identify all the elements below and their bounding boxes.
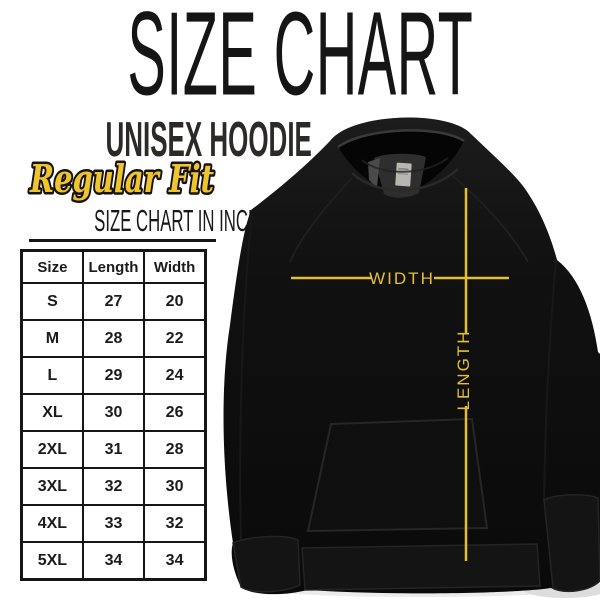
shoulder-seam	[451, 174, 529, 263]
table-row: 3XL 32 30	[20, 467, 207, 506]
length-cell: 31	[81, 430, 146, 469]
collar-fold	[351, 168, 459, 192]
col-header-width: Width	[143, 249, 207, 284]
length-cell: 32	[81, 467, 146, 506]
page-title-text: SIZE CHART	[127, 0, 473, 121]
heading-underline	[28, 239, 216, 242]
hoodie-body	[223, 117, 600, 595]
size-cell: 3XL	[20, 467, 84, 506]
length-cell: 33	[81, 504, 146, 543]
hood-rim	[337, 129, 465, 149]
length-cell: 28	[81, 319, 146, 358]
product-name-text: UNISEX HOODIE	[105, 113, 312, 167]
shoulder-seam	[289, 177, 353, 263]
page-title: SIZE CHART	[0, 0, 600, 121]
length-label: LENGTH	[454, 330, 473, 411]
table-row: M 28 22	[20, 319, 207, 358]
table-row: S 27 20	[20, 282, 207, 321]
right-cuff	[543, 494, 600, 593]
width-cell: 30	[143, 467, 207, 506]
sleeve-seam	[543, 259, 557, 503]
width-cell: 24	[143, 356, 207, 395]
table-header-row: Size Length Width	[20, 249, 207, 284]
table-row: L 29 24	[20, 356, 207, 395]
size-cell: XL	[20, 393, 84, 432]
table-heading-block: SIZE CHART IN INCHES	[14, 205, 282, 242]
product-name: UNISEX HOODIE	[14, 115, 311, 164]
collar-fold	[361, 157, 449, 173]
fit-label: Regular Fit	[29, 156, 214, 201]
width-cell: 28	[143, 430, 207, 469]
length-cell: 29	[81, 356, 146, 395]
hoodie-photo: WIDTH LENGTH	[223, 117, 600, 598]
size-cell: L	[20, 356, 84, 395]
size-table: Size Length Width S 27 20 M 28 22 L 29 2…	[20, 249, 207, 581]
length-cell: 27	[81, 282, 146, 321]
care-tag-icon	[395, 162, 412, 187]
hem-band	[301, 543, 541, 591]
table-row: 4XL 33 32	[20, 504, 207, 543]
table-row: 5XL 34 34	[20, 541, 207, 581]
width-cell: 20	[143, 282, 207, 321]
width-label: WIDTH	[369, 269, 435, 288]
sleeve-seam	[239, 213, 253, 541]
kangaroo-pocket	[306, 417, 489, 533]
fit-label-graphic: Regular Fit	[27, 155, 217, 204]
size-cell: M	[20, 319, 84, 358]
width-cell: 34	[143, 541, 207, 581]
col-header-size: Size	[20, 249, 84, 284]
measurement-guides: WIDTH LENGTH	[291, 188, 509, 561]
size-cell: 2XL	[20, 430, 84, 469]
width-cell: 26	[143, 393, 207, 432]
size-cell: 4XL	[20, 504, 84, 543]
size-cell: S	[20, 282, 84, 321]
size-cell: 5XL	[20, 541, 84, 581]
width-cell: 32	[143, 504, 207, 543]
length-cell: 34	[81, 541, 146, 581]
width-cell: 22	[143, 319, 207, 358]
table-row: XL 30 26	[20, 393, 207, 432]
length-cell: 30	[81, 393, 146, 432]
left-cuff	[232, 535, 301, 593]
table-row: 2XL 31 28	[20, 430, 207, 469]
col-header-length: Length	[81, 249, 146, 284]
